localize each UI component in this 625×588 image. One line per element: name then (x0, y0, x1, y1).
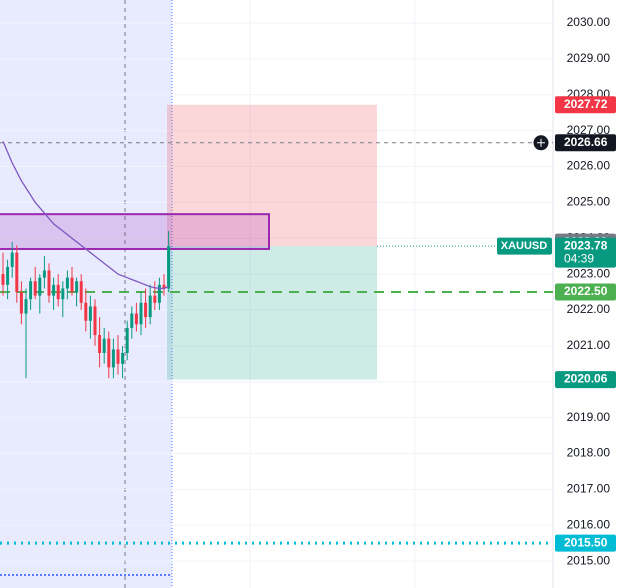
y-tick-label: 2029.00 (567, 51, 611, 65)
candle-body (70, 277, 74, 293)
candle-body (93, 306, 97, 336)
y-tick-label: 2027.00 (567, 123, 611, 137)
y-tick-label: 2025.00 (567, 195, 611, 209)
candle-body (56, 284, 60, 300)
target-zone (167, 246, 377, 380)
candle-body (1, 274, 5, 285)
y-tick-label: 2016.00 (567, 517, 611, 531)
candle-body (130, 313, 134, 328)
y-tick-label: 2019.00 (567, 410, 611, 424)
candle-body (42, 270, 46, 278)
candle-body (88, 306, 92, 321)
symbol-label: XAUUSD (501, 240, 548, 252)
price-tag (555, 371, 616, 389)
countdown: 04:39 (564, 251, 594, 265)
candle-body (125, 327, 129, 354)
candle-body (79, 281, 83, 303)
price-tag (555, 534, 616, 552)
candle-body (139, 302, 143, 325)
y-tick-label: 2022.00 (567, 302, 611, 316)
y-tick-label: 2030.00 (567, 15, 611, 29)
candle-body (157, 284, 161, 303)
y-tick-label: 2017.00 (567, 482, 611, 496)
y-tick-label: 2018.00 (567, 446, 611, 460)
candle-body (33, 281, 37, 296)
zone-box (0, 213, 270, 250)
price-tag-label: 2023.78 (564, 238, 608, 252)
y-tick-label: 2023.00 (567, 266, 611, 280)
price-tag-label: 2015.50 (564, 535, 608, 549)
candle-body (52, 284, 56, 296)
candle-body (148, 295, 152, 318)
stop-zone (167, 104, 377, 247)
candle-body (15, 252, 19, 293)
y-tick-label: 2021.00 (567, 338, 611, 352)
price-tag-label: 2022.50 (564, 284, 608, 298)
candle-body (98, 335, 102, 354)
price-tag (555, 237, 616, 268)
symbol-tag (497, 237, 552, 255)
candle-body (111, 349, 115, 368)
candle-body (162, 284, 166, 289)
candle-body (47, 270, 51, 296)
price-tag-label: 2020.06 (564, 372, 608, 386)
candle-body (121, 353, 125, 364)
price-tag (555, 96, 616, 114)
price-tag (555, 283, 616, 301)
candle-body (167, 246, 171, 289)
candle-body (153, 295, 157, 303)
candle-body (107, 338, 111, 368)
candle-body (38, 277, 42, 296)
price-tag-label: 2027.72 (564, 97, 608, 111)
candle-body (134, 313, 138, 325)
candle-body (24, 299, 28, 314)
moving-average (2, 141, 169, 290)
candle-body (65, 277, 69, 289)
candle-body (6, 266, 10, 285)
price-tag-label: 2026.66 (564, 135, 608, 149)
y-tick-label: 2026.00 (567, 159, 611, 173)
candle-body (75, 281, 79, 293)
candle-body (29, 281, 33, 300)
candle-body (84, 302, 88, 321)
price-tag (555, 134, 616, 152)
candle-body (19, 292, 23, 314)
candle-body (102, 338, 106, 354)
add-icon (537, 138, 545, 147)
candle-body (116, 349, 120, 364)
candle-body (10, 252, 14, 267)
candle-body (61, 288, 65, 300)
candle-body (144, 302, 148, 318)
y-tick-label: 2015.00 (567, 553, 611, 567)
